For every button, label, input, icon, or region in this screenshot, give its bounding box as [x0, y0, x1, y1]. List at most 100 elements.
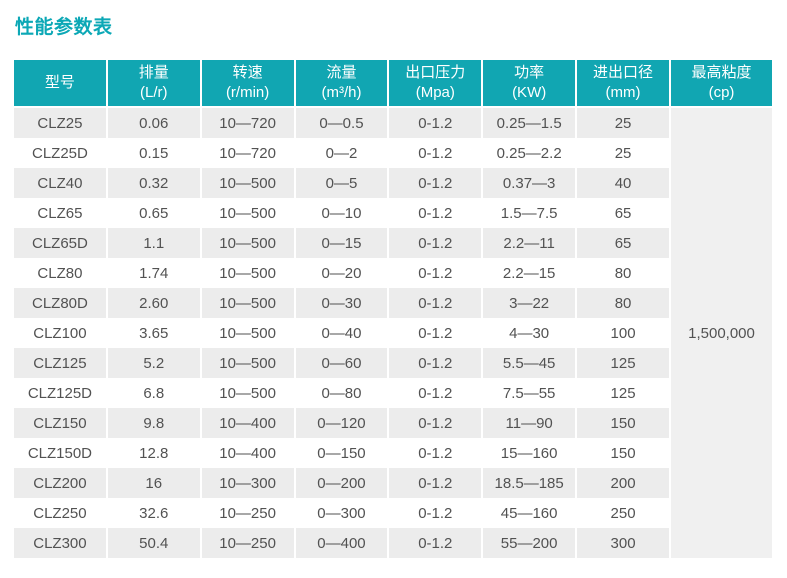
table-cell: 5.5—45 [483, 348, 576, 378]
table-cell: 0-1.2 [389, 258, 482, 288]
column-header-8: 最高粘度 (cp) [671, 60, 772, 108]
table-cell: 0—0.5 [295, 108, 388, 138]
column-header-5: 出口压力 (Mpa) [389, 60, 482, 108]
column-header-label: 出口压力 [405, 64, 466, 81]
table-cell: 0-1.2 [389, 378, 482, 408]
table-row: CLZ100 3.65 10—500 0—40 0-1.2 4—30 100 [14, 318, 772, 348]
column-header-unit: (m³/h) [321, 84, 362, 101]
table-cell: CLZ250 [14, 498, 106, 528]
table-cell: CLZ150 [14, 408, 106, 438]
table-cell: 100 [577, 318, 669, 348]
page-title: 性能参数表 [15, 17, 113, 38]
table-cell: 3.65 [107, 318, 200, 348]
column-header-unit: (mm) [605, 84, 641, 101]
max-viscosity-merged-cell: 1,500,000 [671, 108, 772, 558]
table-row: CLZ40 0.32 10—500 0—5 0-1.2 0.37—3 40 [14, 168, 772, 198]
table-cell: 6.8 [107, 378, 200, 408]
table-cell: 0—15 [295, 228, 388, 258]
table-cell: 10—500 [201, 168, 294, 198]
column-header-6: 功率 (KW) [483, 60, 576, 108]
column-header-3: 转速 (r/min) [201, 60, 294, 108]
table-cell: CLZ65 [14, 198, 106, 228]
table-cell: 10—400 [201, 438, 294, 468]
table-cell: 32.6 [107, 498, 200, 528]
table-cell: 45—160 [483, 498, 576, 528]
table-head: 型号 排量 (L/r) 转速 (r/min) 流量 (m³/h) 出口压力 (Mpa) 功率 (KW… [14, 60, 772, 108]
table-cell: 2.2—11 [483, 228, 576, 258]
table-cell: CLZ200 [14, 468, 106, 498]
table-cell: 0—200 [295, 468, 388, 498]
table-cell: 10—500 [201, 378, 294, 408]
table-cell: 10—400 [201, 408, 294, 438]
table-row: CLZ300 50.4 10—250 0—400 0-1.2 55—200 300 [14, 528, 772, 558]
table-cell: 10—500 [201, 348, 294, 378]
table-row: CLZ125D 6.8 10—500 0—80 0-1.2 7.5—55 125 [14, 378, 772, 408]
header-row: 型号 排量 (L/r) 转速 (r/min) 流量 (m³/h) 出口压力 (Mpa) 功率 (KW… [14, 60, 772, 108]
table-cell: 3—22 [483, 288, 576, 318]
column-header-label: 功率 [514, 64, 545, 81]
table-cell: 0—30 [295, 288, 388, 318]
table-cell: 0-1.2 [389, 168, 482, 198]
table-cell: 10—500 [201, 318, 294, 348]
table-cell: 10—500 [201, 198, 294, 228]
column-header-label: 进出口径 [593, 64, 654, 81]
column-header-label: 型号 [44, 74, 75, 91]
table-cell: 1.74 [107, 258, 200, 288]
table-cell: 0—400 [295, 528, 388, 558]
table-cell: 10—500 [201, 228, 294, 258]
table-row: CLZ80D 2.60 10—500 0—30 0-1.2 3—22 80 [14, 288, 772, 318]
table-cell: CLZ150D [14, 438, 106, 468]
table-cell: 150 [577, 408, 669, 438]
table-cell: CLZ125D [14, 378, 106, 408]
table-cell: 0.15 [107, 138, 200, 168]
column-header-unit: (r/min) [225, 84, 270, 101]
table-cell: 0.65 [107, 198, 200, 228]
table-body: CLZ25 0.06 10—720 0—0.5 0-1.2 0.25—1.5 25 1,500… [14, 108, 772, 558]
column-header-unit: (KW) [512, 84, 547, 101]
table-cell: 1.1 [107, 228, 200, 258]
table-cell: 0—60 [295, 348, 388, 378]
table-cell: 0-1.2 [389, 108, 482, 138]
table-cell: 0—40 [295, 318, 388, 348]
table-cell: 0—20 [295, 258, 388, 288]
table-cell: 0-1.2 [389, 318, 482, 348]
table-cell: 125 [577, 348, 669, 378]
table-cell: CLZ300 [14, 528, 106, 558]
column-header-7: 进出口径 (mm) [577, 60, 669, 108]
table-cell: 150 [577, 438, 669, 468]
table-cell: 0—150 [295, 438, 388, 468]
column-header-label: 转速 [232, 64, 263, 81]
table-row: CLZ65D 1.1 10—500 0—15 0-1.2 2.2—11 65 [14, 228, 772, 258]
table-cell: 10—250 [201, 498, 294, 528]
table-cell: 40 [577, 168, 669, 198]
table-cell: CLZ100 [14, 318, 106, 348]
table-cell: 1.5—7.5 [483, 198, 576, 228]
table-cell: 50.4 [107, 528, 200, 558]
table-cell: 200 [577, 468, 669, 498]
table-cell: 10—300 [201, 468, 294, 498]
table-cell: 300 [577, 528, 669, 558]
table-cell: 0-1.2 [389, 528, 482, 558]
page: 性能参数表 型号 排量 (L/r) 转速 (r/min) 流量 (m³/h) 出口压力 (Mpa… [12, 17, 774, 558]
column-header-unit: (cp) [708, 84, 735, 101]
table-cell: CLZ40 [14, 168, 106, 198]
table-cell: 0-1.2 [389, 138, 482, 168]
table-cell: 2.60 [107, 288, 200, 318]
table-cell: 0—300 [295, 498, 388, 528]
table-cell: 10—720 [201, 138, 294, 168]
table-cell: CLZ125 [14, 348, 106, 378]
table-cell: 0-1.2 [389, 468, 482, 498]
table-row: CLZ80 1.74 10—500 0—20 0-1.2 2.2—15 80 [14, 258, 772, 288]
table-cell: CLZ80 [14, 258, 106, 288]
column-header-unit: (Mpa) [415, 84, 455, 101]
table-cell: 9.8 [107, 408, 200, 438]
table-row: CLZ250 32.6 10—250 0—300 0-1.2 45—160 250 [14, 498, 772, 528]
table-row: CLZ150 9.8 10—400 0—120 0-1.2 11—90 150 [14, 408, 772, 438]
table-cell: 25 [577, 138, 669, 168]
performance-parameter-table: 型号 排量 (L/r) 转速 (r/min) 流量 (m³/h) 出口压力 (Mpa) 功率 (KW… [12, 60, 774, 558]
table-cell: 250 [577, 498, 669, 528]
column-header-label: 流量 [326, 64, 357, 81]
table-cell: 0—80 [295, 378, 388, 408]
column-header-2: 排量 (L/r) [107, 60, 200, 108]
table-cell: 0-1.2 [389, 288, 482, 318]
